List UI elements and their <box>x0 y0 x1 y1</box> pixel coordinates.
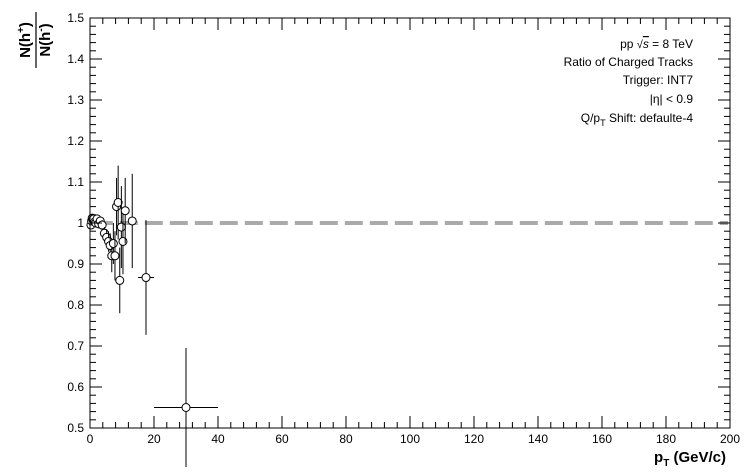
y-tick-label: 0.8 <box>67 298 84 312</box>
data-point-marker <box>118 236 128 246</box>
data-point <box>154 348 218 467</box>
y-tick-label: 1.1 <box>67 175 84 189</box>
data-point-marker <box>141 273 151 283</box>
data-point <box>115 247 125 314</box>
y-tick-label: 1.4 <box>67 52 84 66</box>
data-point <box>138 220 154 335</box>
data-point-marker <box>97 220 107 230</box>
y-tick-label: 1 <box>77 216 84 230</box>
x-tick-label: 100 <box>400 432 420 446</box>
data-point <box>110 231 120 281</box>
y-tick-label: 0.6 <box>67 380 84 394</box>
y-axis-title: N(h+) N(h-) <box>16 12 54 68</box>
x-tick-label: 200 <box>720 432 740 446</box>
y-tick-label: 1.3 <box>67 93 84 107</box>
x-tick-label: 120 <box>464 432 484 446</box>
y-axis: 0.5 0.6 0.7 0.8 0.9 1 1.1 1.2 1.3 1.4 1.5 <box>67 11 730 435</box>
x-tick-label: 0 <box>87 432 94 446</box>
data-point-marker <box>120 206 130 216</box>
data-point <box>120 177 130 244</box>
data-point-marker <box>115 275 125 285</box>
x-tick-label: 160 <box>592 432 612 446</box>
annotation-shift: Q/pT Shift: defaulte-4 <box>581 111 694 128</box>
annotation-block: pp √s = 8 TeV Ratio of Charged Tracks Tr… <box>564 37 694 128</box>
data-point-marker <box>113 198 123 207</box>
annotation-ratio: Ratio of Charged Tracks <box>564 55 693 69</box>
y-tick-label: 0.5 <box>67 421 84 435</box>
data-point-marker <box>116 222 126 232</box>
x-tick-label: 60 <box>275 432 289 446</box>
y-tick-label: 0.7 <box>67 339 84 353</box>
x-tick-label: 140 <box>528 432 548 446</box>
annotation-eta: |η| < 0.9 <box>650 92 694 106</box>
annotation-energy: pp √s = 8 TeV <box>620 37 693 51</box>
data-point-marker <box>108 239 118 248</box>
y-tick-label: 1.5 <box>67 11 84 25</box>
data-points-layer <box>86 165 218 467</box>
data-point-marker <box>181 403 191 412</box>
x-tick-label: 80 <box>339 432 353 446</box>
x-tick-label: 20 <box>147 432 161 446</box>
annotation-trigger: Trigger: INT7 <box>623 73 694 87</box>
x-tick-label: 40 <box>211 432 225 446</box>
y-axis-title-numerator: N(h+) <box>16 22 34 58</box>
data-point-marker <box>110 251 120 261</box>
data-point <box>97 220 107 230</box>
data-point-marker <box>127 216 137 226</box>
y-axis-title-denominator: N(h-) <box>36 23 54 56</box>
y-tick-label: 0.9 <box>67 257 84 271</box>
data-point <box>127 173 137 269</box>
y-tick-label: 1.2 <box>67 134 84 148</box>
x-axis-title: pT (GeV/c) <box>654 449 726 469</box>
x-tick-label: 180 <box>656 432 676 446</box>
x-axis: 0 20 40 60 80 100 120 140 160 180 200 <box>87 18 740 446</box>
